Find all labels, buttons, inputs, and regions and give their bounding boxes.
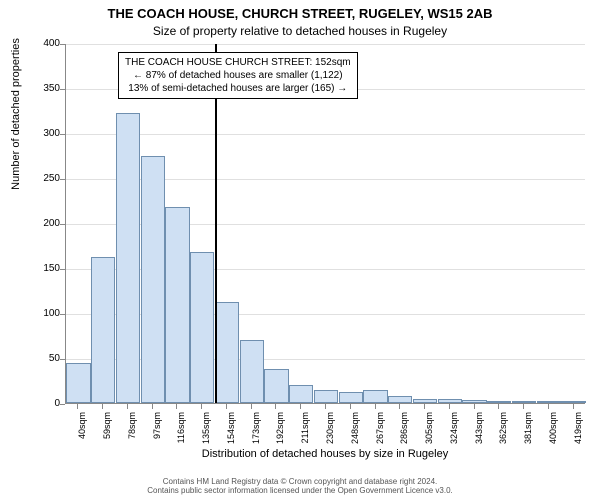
xtick-mark bbox=[350, 404, 351, 409]
xtick-label: 362sqm bbox=[498, 412, 508, 462]
xtick-mark bbox=[548, 404, 549, 409]
xtick-label: 154sqm bbox=[226, 412, 236, 462]
xtick-label: 116sqm bbox=[176, 412, 186, 462]
ytick-label: 50 bbox=[28, 353, 60, 364]
xtick-label: 135sqm bbox=[201, 412, 211, 462]
bar bbox=[141, 156, 165, 404]
footer-line1: Contains HM Land Registry data © Crown c… bbox=[163, 477, 438, 486]
xtick-mark bbox=[573, 404, 574, 409]
xtick-label: 248sqm bbox=[350, 412, 360, 462]
footer-line2: Contains public sector information licen… bbox=[147, 486, 453, 495]
xtick-label: 211sqm bbox=[300, 412, 310, 462]
bar bbox=[289, 385, 313, 403]
ytick-mark bbox=[60, 44, 65, 45]
ytick-mark bbox=[60, 179, 65, 180]
bar bbox=[512, 401, 536, 403]
xtick-label: 286sqm bbox=[399, 412, 409, 462]
bar bbox=[561, 401, 585, 403]
bar bbox=[91, 257, 115, 403]
bar bbox=[240, 340, 264, 403]
bar bbox=[66, 363, 90, 404]
xtick-mark bbox=[102, 404, 103, 409]
bar bbox=[388, 396, 412, 403]
xtick-label: 419sqm bbox=[573, 412, 583, 462]
xtick-mark bbox=[77, 404, 78, 409]
xtick-label: 381sqm bbox=[523, 412, 533, 462]
ytick-mark bbox=[60, 314, 65, 315]
xtick-mark bbox=[474, 404, 475, 409]
ytick-mark bbox=[60, 269, 65, 270]
bar bbox=[363, 390, 387, 403]
gridline bbox=[66, 44, 585, 45]
xtick-mark bbox=[251, 404, 252, 409]
xtick-label: 230sqm bbox=[325, 412, 335, 462]
gridline bbox=[66, 134, 585, 135]
ytick-mark bbox=[60, 89, 65, 90]
bar bbox=[462, 400, 486, 403]
xtick-label: 40sqm bbox=[77, 412, 87, 462]
xtick-mark bbox=[498, 404, 499, 409]
ytick-mark bbox=[60, 224, 65, 225]
ytick-label: 300 bbox=[28, 128, 60, 139]
annotation-box: THE COACH HOUSE CHURCH STREET: 152sqm← 8… bbox=[118, 52, 358, 99]
xtick-mark bbox=[152, 404, 153, 409]
xtick-label: 97sqm bbox=[152, 412, 162, 462]
bar bbox=[314, 390, 338, 404]
xtick-mark bbox=[275, 404, 276, 409]
ytick-label: 150 bbox=[28, 263, 60, 274]
xtick-label: 192sqm bbox=[275, 412, 285, 462]
ytick-label: 350 bbox=[28, 83, 60, 94]
bar bbox=[190, 252, 214, 403]
xtick-mark bbox=[424, 404, 425, 409]
annotation-line: ← 87% of detached houses are smaller (1,… bbox=[125, 69, 351, 82]
xtick-mark bbox=[176, 404, 177, 409]
bar bbox=[413, 399, 437, 404]
ytick-mark bbox=[60, 134, 65, 135]
xtick-mark bbox=[325, 404, 326, 409]
ytick-mark bbox=[60, 404, 65, 405]
xtick-mark bbox=[449, 404, 450, 409]
xtick-mark bbox=[300, 404, 301, 409]
y-axis-label: Number of detached properties bbox=[10, 4, 22, 224]
ytick-label: 0 bbox=[28, 398, 60, 409]
bar bbox=[264, 369, 288, 403]
annotation-line: 13% of semi-detached houses are larger (… bbox=[125, 82, 351, 95]
bar bbox=[487, 401, 511, 403]
xtick-label: 343sqm bbox=[474, 412, 484, 462]
xtick-mark bbox=[201, 404, 202, 409]
annotation-line: THE COACH HOUSE CHURCH STREET: 152sqm bbox=[125, 56, 351, 69]
xtick-label: 59sqm bbox=[102, 412, 112, 462]
chart-title: THE COACH HOUSE, CHURCH STREET, RUGELEY,… bbox=[0, 6, 600, 21]
xtick-mark bbox=[523, 404, 524, 409]
footer-attribution: Contains HM Land Registry data © Crown c… bbox=[0, 477, 600, 496]
xtick-mark bbox=[127, 404, 128, 409]
xtick-label: 324sqm bbox=[449, 412, 459, 462]
ytick-label: 400 bbox=[28, 38, 60, 49]
xtick-mark bbox=[375, 404, 376, 409]
xtick-label: 305sqm bbox=[424, 412, 434, 462]
bar bbox=[537, 401, 561, 403]
bar bbox=[438, 399, 462, 403]
ytick-label: 100 bbox=[28, 308, 60, 319]
xtick-mark bbox=[399, 404, 400, 409]
xtick-mark bbox=[226, 404, 227, 409]
bar bbox=[339, 392, 363, 403]
xtick-label: 173sqm bbox=[251, 412, 261, 462]
bar bbox=[215, 302, 239, 403]
ytick-label: 250 bbox=[28, 173, 60, 184]
ytick-label: 200 bbox=[28, 218, 60, 229]
bar bbox=[165, 207, 189, 403]
ytick-mark bbox=[60, 359, 65, 360]
xtick-label: 78sqm bbox=[127, 412, 137, 462]
xtick-label: 267sqm bbox=[375, 412, 385, 462]
chart-subtitle: Size of property relative to detached ho… bbox=[0, 24, 600, 38]
bar bbox=[116, 113, 140, 403]
xtick-label: 400sqm bbox=[548, 412, 558, 462]
